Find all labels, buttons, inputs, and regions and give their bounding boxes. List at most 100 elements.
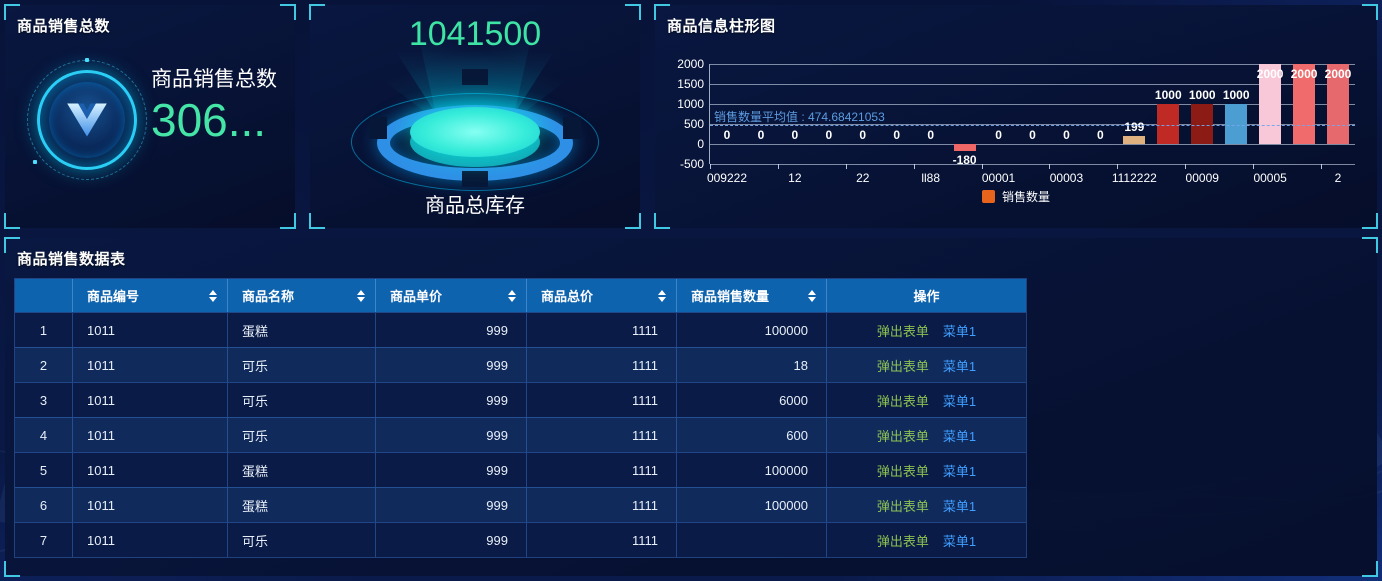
column-header-label: 商品总价 <box>541 289 594 304</box>
product-code-cell: 1011 <box>73 383 228 417</box>
column-header-商品销售数量[interactable]: 商品销售数量 <box>677 279 827 312</box>
bar-value-label: 0 <box>1097 128 1104 142</box>
chart-gridline <box>710 64 1355 65</box>
actions-cell: 弹出表单 菜单1 <box>827 523 1026 557</box>
panel-title-bar-chart: 商品信息柱形图 <box>667 18 776 35</box>
product-code-cell: 1011 <box>73 348 228 382</box>
menu1-link[interactable]: 菜单1 <box>942 358 977 374</box>
row-index-cell: 6 <box>15 488 73 522</box>
table-row: 2 1011 可乐 999 1111 18 弹出表单 菜单1 <box>15 347 1026 382</box>
corner-bracket <box>654 213 670 229</box>
column-header-label: 商品编号 <box>87 289 140 304</box>
actions-cell: 弹出表单 菜单1 <box>827 488 1026 522</box>
table-body: 1 1011 蛋糕 999 1111 100000 弹出表单 菜单1 2 1011 可乐 999 111… <box>15 312 1026 557</box>
chart-bar[interactable] <box>953 144 976 152</box>
x-axis-tick-label: 00005 <box>1253 171 1287 185</box>
corner-bracket <box>309 4 325 20</box>
popup-form-link[interactable]: 弹出表单 <box>876 323 929 339</box>
bar-value-label: -180 <box>952 153 977 168</box>
table-row: 1 1011 蛋糕 999 1111 100000 弹出表单 菜单1 <box>15 312 1026 347</box>
bar-value-label: 1000 <box>1154 88 1182 102</box>
panel-bar-chart: 商品信息柱形图 2000 1500 1000 500 0 -500 0 0 0 0 0 0 0 -180 0… <box>654 4 1378 229</box>
chart-bar[interactable] <box>1191 104 1214 144</box>
y-axis-tick-label: 500 <box>683 117 704 131</box>
popup-form-link[interactable]: 弹出表单 <box>876 358 929 374</box>
product-code-cell: 1011 <box>73 453 228 487</box>
y-axis-tick-label: 1500 <box>677 77 704 91</box>
total-price-cell: 1111 <box>527 523 677 557</box>
column-header-商品编号[interactable]: 商品编号 <box>73 279 228 312</box>
column-header-商品总价[interactable]: 商品总价 <box>527 279 677 312</box>
menu1-link[interactable]: 菜单1 <box>942 393 977 409</box>
hologram-disc-icon <box>345 63 605 193</box>
sort-icon[interactable] <box>209 289 217 302</box>
total-price-cell: 1111 <box>527 418 677 452</box>
actions-cell: 弹出表单 菜单1 <box>827 418 1026 452</box>
column-header-商品单价[interactable]: 商品单价 <box>376 279 527 312</box>
bar-value-label: 0 <box>995 128 1002 142</box>
y-axis-tick-label: 2000 <box>677 57 704 71</box>
unit-price-cell: 999 <box>376 488 527 522</box>
x-axis-tick-label: 1112222 <box>1111 171 1157 185</box>
chart-bar[interactable] <box>1259 64 1282 144</box>
chart-bar[interactable] <box>1293 64 1316 144</box>
corner-bracket <box>1362 213 1378 229</box>
unit-price-cell: 999 <box>376 383 527 417</box>
sales-qty-cell: 600 <box>677 418 827 452</box>
x-axis-tick <box>1049 164 1051 169</box>
product-name-cell: 蛋糕 <box>228 453 376 487</box>
product-code-cell: 1011 <box>73 488 228 522</box>
legend-label: 销售数量 <box>1001 190 1051 204</box>
chart-plot-area: 2000 1500 1000 500 0 -500 0 0 0 0 0 0 0 -180 0 0 0 0 199 10… <box>677 57 1355 185</box>
panel-sales-total: 商品销售总数 商品销售总数 306... <box>4 4 296 229</box>
chart-gridline <box>710 84 1355 85</box>
bar-value-label: 0 <box>1063 128 1070 142</box>
y-axis-line <box>709 64 710 164</box>
panel-inventory: 1041500 商品总库存 <box>309 4 641 229</box>
chart-gridline <box>710 144 1355 145</box>
menu1-link[interactable]: 菜单1 <box>942 323 977 339</box>
popup-form-link[interactable]: 弹出表单 <box>876 533 929 549</box>
panel-title-data-table: 商品销售数据表 <box>17 251 126 268</box>
column-header-操作: 操作 <box>827 279 1026 312</box>
chart-bar[interactable] <box>1123 136 1146 144</box>
average-line <box>710 125 1355 126</box>
column-header-index <box>15 279 73 312</box>
popup-form-link[interactable]: 弹出表单 <box>876 498 929 514</box>
menu1-link[interactable]: 菜单1 <box>942 533 977 549</box>
sort-icon[interactable] <box>658 289 666 302</box>
sort-icon[interactable] <box>357 289 365 302</box>
total-price-cell: 1111 <box>527 313 677 347</box>
bar-value-label: 1000 <box>1222 88 1250 102</box>
table-row: 6 1011 蛋糕 999 1111 100000 弹出表单 菜单1 <box>15 487 1026 522</box>
chart-bar[interactable] <box>1157 104 1180 144</box>
menu1-link[interactable]: 菜单1 <box>942 498 977 514</box>
menu1-link[interactable]: 菜单1 <box>942 463 977 479</box>
row-index-cell: 7 <box>15 523 73 557</box>
chart-legend-item[interactable]: 销售数量 <box>981 188 1051 205</box>
popup-form-link[interactable]: 弹出表单 <box>876 393 929 409</box>
total-price-cell: 1111 <box>527 453 677 487</box>
menu1-link[interactable]: 菜单1 <box>942 428 977 444</box>
chart-bar[interactable] <box>1327 64 1350 144</box>
column-header-商品名称[interactable]: 商品名称 <box>228 279 376 312</box>
x-axis-tick <box>913 164 915 169</box>
sales-qty-cell: 6000 <box>677 383 827 417</box>
product-name-cell: 可乐 <box>228 523 376 557</box>
chart-bar[interactable] <box>1225 104 1248 144</box>
sales-qty-cell: 18 <box>677 348 827 382</box>
sort-icon[interactable] <box>508 289 516 302</box>
corner-bracket <box>280 213 296 229</box>
popup-form-link[interactable]: 弹出表单 <box>876 463 929 479</box>
unit-price-cell: 999 <box>376 523 527 557</box>
row-index-cell: 1 <box>15 313 73 347</box>
inventory-label: 商品总库存 <box>425 195 525 217</box>
popup-form-link[interactable]: 弹出表单 <box>876 428 929 444</box>
product-code-cell: 1011 <box>73 523 228 557</box>
bar-value-label: 0 <box>791 128 799 142</box>
bar-value-label: 0 <box>1029 128 1036 142</box>
sort-icon[interactable] <box>808 289 816 302</box>
total-price-cell: 1111 <box>527 383 677 417</box>
table-row: 7 1011 可乐 999 1111 弹出表单 菜单1 <box>15 522 1026 557</box>
